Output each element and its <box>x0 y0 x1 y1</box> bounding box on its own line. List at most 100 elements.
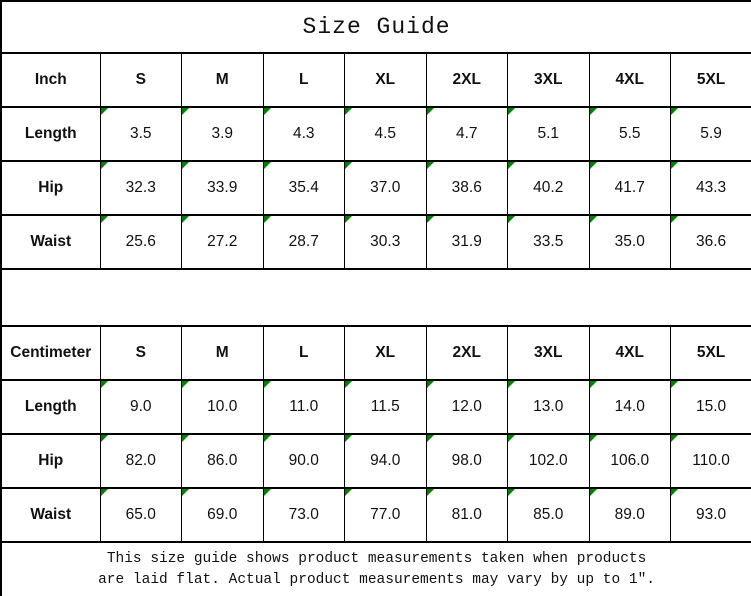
measurement-cell: 27.2 <box>181 214 264 270</box>
cell-flag-icon <box>182 217 189 223</box>
cell-flag-icon <box>508 436 515 442</box>
cell-flag-icon <box>671 382 678 388</box>
cell-flag-icon <box>426 382 434 388</box>
cell-flag-icon <box>671 163 678 169</box>
measurement-value: 73.0 <box>288 506 319 523</box>
measurement-value: 41.7 <box>614 179 645 196</box>
measurement-cell: 25.6 <box>99 214 182 270</box>
unit-header-row: Centimeter S M L XL 2XL 3XL 4XL 5XL <box>0 325 751 381</box>
cell-flag-icon <box>345 490 352 496</box>
cell-flag-icon <box>100 163 108 169</box>
measurement-cell: 106.0 <box>588 433 671 489</box>
measurement-cell: 11.5 <box>344 379 427 435</box>
measurement-cell: 110.0 <box>670 433 751 489</box>
measurement-value: 14.0 <box>614 398 645 415</box>
measurement-value: 82.0 <box>125 452 156 469</box>
size-header: S <box>99 325 182 381</box>
measurement-value: 93.0 <box>695 506 727 523</box>
cell-flag-icon <box>345 109 352 115</box>
measurement-cell: 37.0 <box>344 160 427 216</box>
measurement-cell: 5.1 <box>507 106 590 162</box>
size-header: L <box>262 52 345 108</box>
size-header: 4XL <box>588 52 671 108</box>
measurement-value: 3.5 <box>129 125 152 142</box>
size-header: 2XL <box>425 325 508 381</box>
cell-flag-icon <box>671 436 678 442</box>
measurement-value: 98.0 <box>451 452 482 469</box>
measurement-cell: 4.5 <box>344 106 427 162</box>
cell-flag-icon <box>100 436 108 442</box>
cell-flag-icon <box>100 217 108 223</box>
measurement-cell: 73.0 <box>262 487 345 543</box>
cell-flag-icon <box>263 382 271 388</box>
measurement-value: 90.0 <box>288 452 319 469</box>
footer-note-line2: are laid flat. Actual product measuremen… <box>98 571 655 588</box>
measurement-value: 4.7 <box>455 125 478 142</box>
unit-header-inch: Inch <box>0 52 101 108</box>
measurement-value: 5.5 <box>618 125 641 142</box>
measurement-cell: 9.0 <box>99 379 182 435</box>
measurement-cell: 10.0 <box>181 379 264 435</box>
measurement-value: 5.9 <box>700 125 722 142</box>
measurement-cell: 12.0 <box>425 379 508 435</box>
measurement-value: 31.9 <box>451 233 482 250</box>
cell-flag-icon <box>345 382 352 388</box>
measurement-value: 12.0 <box>451 398 482 415</box>
measurement-value: 106.0 <box>610 452 650 469</box>
size-header: 5XL <box>670 325 751 381</box>
cell-flag-icon <box>182 163 189 169</box>
cell-flag-icon <box>508 163 515 169</box>
measurement-value: 4.3 <box>292 125 315 142</box>
spacer-cell <box>0 268 751 327</box>
cell-flag-icon <box>263 163 271 169</box>
footer-row: This size guide shows product measuremen… <box>0 541 751 596</box>
measurement-value: 33.5 <box>533 233 564 250</box>
unit-header-row: Inch S M L XL 2XL 3XL 4XL 5XL <box>0 52 751 108</box>
measurement-cell: 65.0 <box>99 487 182 543</box>
measurement-value: 110.0 <box>692 452 730 469</box>
measurement-row: Hip 32.3 33.9 35.4 37.0 38.6 40.2 41.7 43.3 <box>0 160 751 216</box>
cell-flag-icon <box>100 109 108 115</box>
measurement-cell: 82.0 <box>99 433 182 489</box>
measurement-value: 27.2 <box>207 233 238 250</box>
measurement-value: 30.3 <box>370 233 401 250</box>
measurement-value: 86.0 <box>207 452 238 469</box>
measurement-value: 35.4 <box>288 179 319 196</box>
measurement-value: 3.9 <box>211 125 234 142</box>
measurement-cell: 90.0 <box>262 433 345 489</box>
measurement-cell: 33.9 <box>181 160 264 216</box>
cell-flag-icon <box>263 436 271 442</box>
footer-note-line1: This size guide shows product measuremen… <box>106 550 647 567</box>
cell-flag-icon <box>508 217 515 223</box>
measurement-cell: 35.4 <box>262 160 345 216</box>
measurement-value: 32.3 <box>125 179 156 196</box>
measurement-cell: 36.6 <box>670 214 751 270</box>
measurement-value: 37.0 <box>370 179 401 196</box>
measurement-value: 65.0 <box>125 506 156 523</box>
size-header: XL <box>344 325 427 381</box>
cell-flag-icon <box>508 109 515 115</box>
measurement-cell: 5.5 <box>588 106 671 162</box>
measurement-cell: 14.0 <box>588 379 671 435</box>
measurement-cell: 31.9 <box>425 214 508 270</box>
cell-flag-icon <box>263 109 271 115</box>
measurement-cell: 93.0 <box>670 487 751 543</box>
title-row: Size Guide <box>0 0 751 54</box>
size-header: M <box>181 52 264 108</box>
measurement-cell: 33.5 <box>507 214 590 270</box>
measurement-value: 11.5 <box>370 398 400 415</box>
cell-flag-icon <box>182 382 189 388</box>
cell-flag-icon <box>426 490 434 496</box>
cell-flag-icon <box>263 217 271 223</box>
measurement-cell: 30.3 <box>344 214 427 270</box>
row-label: Hip <box>0 160 101 216</box>
measurement-cell: 81.0 <box>425 487 508 543</box>
measurement-cell: 15.0 <box>670 379 751 435</box>
measurement-value: 4.5 <box>374 125 397 142</box>
measurement-cell: 77.0 <box>344 487 427 543</box>
measurement-cell: 40.2 <box>507 160 590 216</box>
cell-flag-icon <box>671 109 678 115</box>
cell-flag-icon <box>426 436 434 442</box>
measurement-cell: 35.0 <box>588 214 671 270</box>
